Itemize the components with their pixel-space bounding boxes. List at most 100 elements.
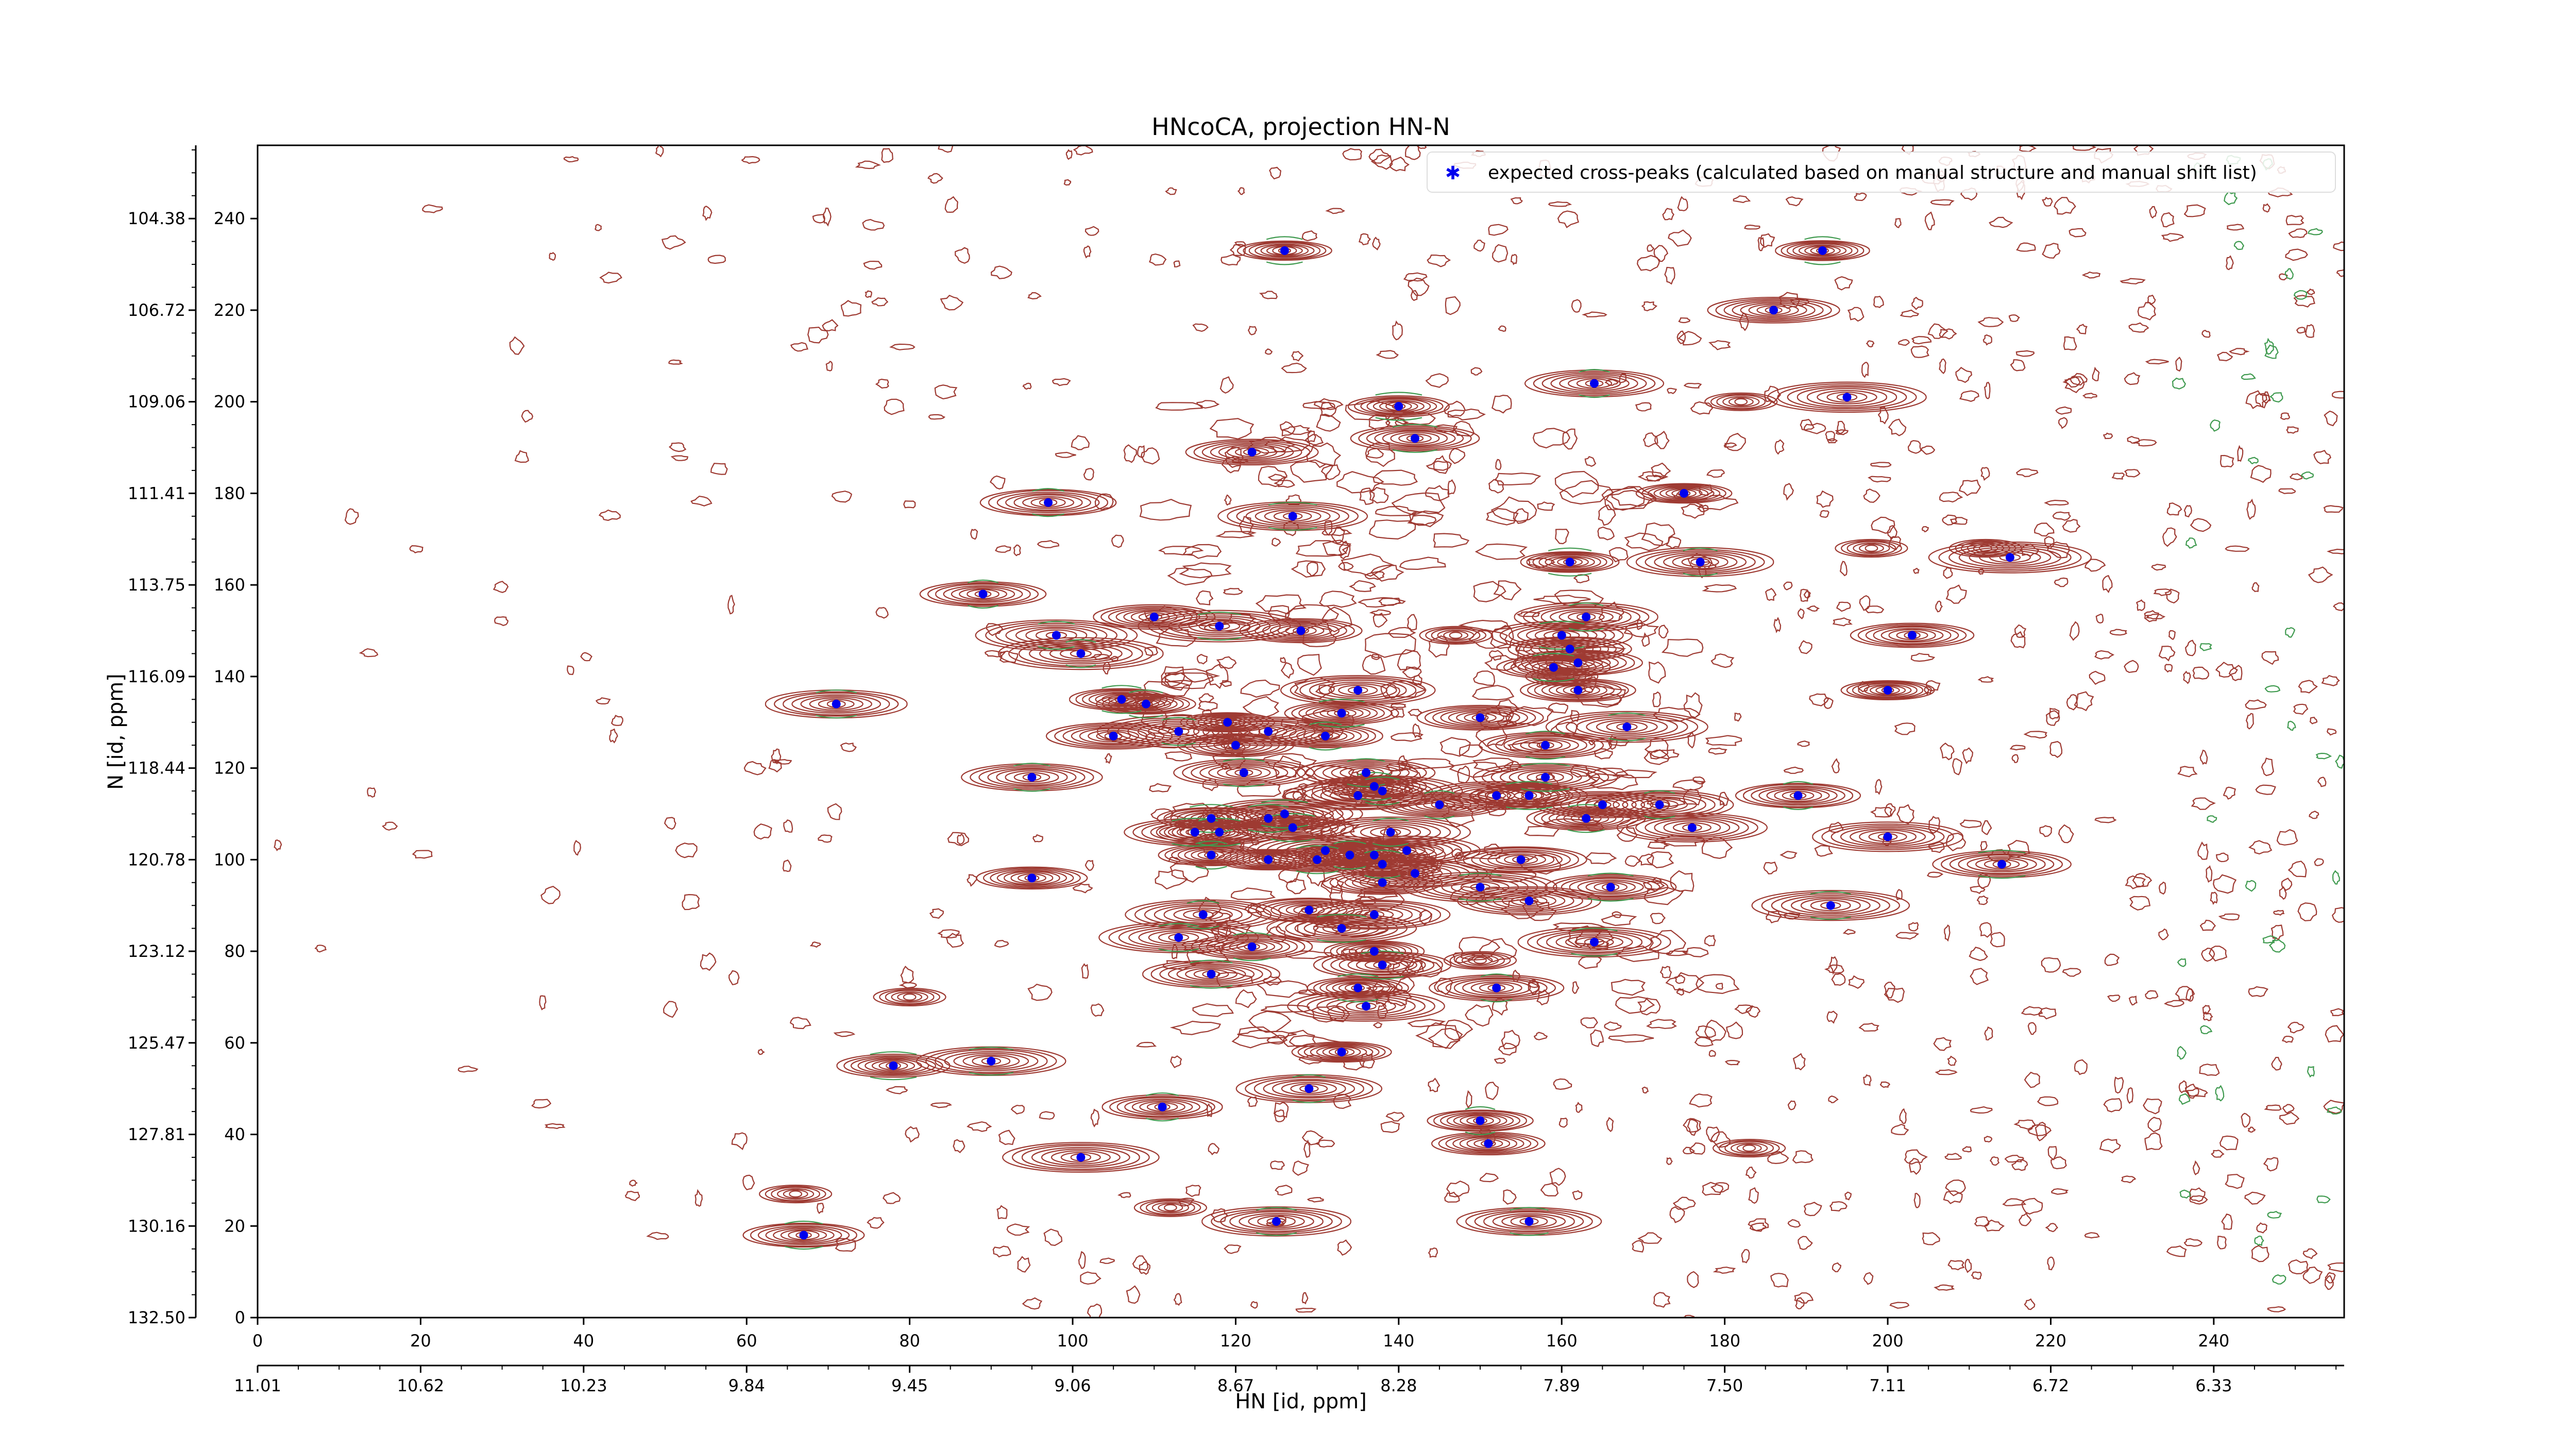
expected-cross-peak-marker: [1174, 933, 1183, 942]
expected-cross-peak-marker: [1476, 1116, 1485, 1125]
expected-cross-peak-marker: [1076, 649, 1086, 658]
expected-cross-peak-marker: [1174, 727, 1183, 736]
expected-cross-peak-marker: [1606, 883, 1615, 892]
y-index-tick-label: 0: [235, 1308, 245, 1327]
expected-cross-peak-marker: [1394, 402, 1403, 411]
expected-cross-peak-marker: [1598, 800, 1607, 810]
y-ppm-tick-label: 106.72: [128, 300, 185, 320]
expected-cross-peak-marker: [799, 1231, 808, 1240]
expected-cross-peak-marker: [1076, 1153, 1086, 1162]
x-ppm-tick-label: 6.33: [2195, 1376, 2232, 1395]
x-ppm-tick-label: 7.50: [1706, 1376, 1743, 1395]
expected-cross-peak-marker: [1573, 658, 1583, 667]
expected-cross-peak-marker: [1109, 731, 1118, 740]
expected-cross-peak-marker: [1997, 860, 2006, 869]
y-ppm-tick-label: 104.38: [128, 209, 185, 228]
expected-cross-peak-marker: [1590, 937, 1599, 947]
expected-cross-peak-marker: [1239, 768, 1248, 777]
expected-cross-peak-marker: [1264, 855, 1273, 864]
expected-cross-peak-marker: [1793, 791, 1803, 800]
expected-cross-peak-marker: [1549, 663, 1558, 672]
expected-cross-peak-marker: [1524, 896, 1534, 905]
y-ppm-tick-label: 113.75: [128, 575, 185, 595]
x-ppm-tick-label: 10.62: [397, 1376, 445, 1395]
expected-cross-peak-marker: [1557, 631, 1566, 640]
expected-cross-peak-marker: [1908, 631, 1917, 640]
expected-cross-peak-marker: [1207, 850, 1216, 860]
y-ppm-tick-label: 116.09: [128, 667, 185, 686]
expected-cross-peak-marker: [1378, 878, 1387, 887]
expected-cross-peak-marker: [1369, 782, 1379, 791]
y-index-tick-label: 240: [214, 209, 245, 228]
expected-cross-peak-marker: [1883, 686, 1892, 695]
x-ppm-tick-label: 10.23: [560, 1376, 607, 1395]
expected-cross-peak-marker: [1369, 910, 1379, 919]
y-ppm-tick-label: 127.81: [128, 1125, 185, 1144]
expected-cross-peak-marker: [1149, 612, 1159, 621]
x-index-tick-label: 140: [1383, 1331, 1414, 1351]
negative-contours: [784, 155, 2344, 1285]
y-index-tick-label: 200: [214, 392, 245, 412]
expected-cross-peak-marker: [1280, 246, 1289, 255]
expected-cross-peak-marker: [1369, 850, 1379, 860]
x-index-tick-label: 80: [899, 1331, 920, 1351]
expected-cross-peak-marker: [1655, 800, 1664, 810]
x-ppm-tick-label: 6.72: [2032, 1376, 2069, 1395]
expected-cross-peak-marker: [1842, 393, 1852, 402]
x-axis-label: HN [id, ppm]: [1235, 1390, 1367, 1413]
y-index-tick-label: 20: [224, 1216, 245, 1236]
legend-entry-label: expected cross-peaks (calculated based o…: [1488, 162, 2257, 183]
expected-cross-peak-marker: [1582, 814, 1591, 823]
expected-cross-peak-marker: [1680, 488, 1689, 498]
expected-cross-peak-marker: [1369, 947, 1379, 956]
x-ppm-tick-label: 7.89: [1544, 1376, 1580, 1395]
expected-cross-peak-marker: [1524, 1217, 1534, 1226]
expected-cross-peak-marker: [1288, 823, 1297, 832]
expected-cross-peak-marker: [1492, 791, 1501, 800]
expected-cross-peak-marker: [2005, 553, 2014, 562]
expected-cross-peak-marker: [1402, 846, 1412, 855]
expected-cross-peak-marker: [987, 1056, 996, 1066]
x-ppm-tick-label: 8.28: [1380, 1376, 1417, 1395]
expected-cross-peak-marker: [1362, 768, 1371, 777]
expected-cross-peak-marker: [1264, 814, 1273, 823]
expected-cross-peak-marker: [1353, 686, 1363, 695]
expected-cross-peak-marker: [1288, 512, 1297, 521]
plot-frame: [257, 144, 2345, 1319]
y-ppm-tick-label: 118.44: [128, 759, 185, 778]
y-index-tick-label: 120: [214, 759, 245, 778]
x-index-tick-label: 160: [1546, 1331, 1578, 1351]
expected-cross-peak-marker: [1411, 434, 1419, 443]
y-axis-label: N [id, ppm]: [104, 673, 128, 790]
y-index-tick-label: 180: [214, 483, 245, 503]
legend-box: [1427, 151, 2336, 193]
expected-cross-peak-marker: [1313, 855, 1322, 864]
expected-cross-peak-marker: [1207, 814, 1216, 823]
expected-cross-peak-marker: [1247, 942, 1257, 951]
expected-cross-peak-marker: [1687, 823, 1697, 832]
expected-cross-peak-marker: [1304, 905, 1314, 915]
expected-cross-peak-marker: [1573, 686, 1583, 695]
expected-cross-peak-marker: [1337, 709, 1346, 718]
expected-cross-peak-marker: [1223, 718, 1232, 727]
expected-cross-peak-marker: [889, 1061, 898, 1070]
expected-cross-peak-marker: [1476, 713, 1485, 722]
x-index-tick-label: 180: [1709, 1331, 1740, 1351]
expected-cross-peak-marker: [1304, 1084, 1314, 1093]
y-ppm-tick-label: 109.06: [128, 392, 185, 412]
expected-cross-peak-marker: [1386, 828, 1395, 837]
x-index-tick-label: 20: [410, 1331, 431, 1351]
y-index-tick-label: 160: [214, 575, 245, 595]
x-index-tick-label: 240: [2198, 1331, 2229, 1351]
chart-title: HNcoCA, projection HN-N: [1151, 113, 1450, 141]
expected-cross-peak-marker: [1476, 883, 1485, 892]
expected-cross-peak-marker: [1215, 828, 1224, 837]
expected-cross-peak-marker: [1321, 731, 1330, 740]
expected-cross-peak-marker: [1524, 791, 1534, 800]
peak-marker-layer: [799, 246, 2014, 1240]
expected-cross-peak-marker: [1541, 772, 1550, 782]
x-ppm-tick-label: 9.06: [1054, 1376, 1091, 1395]
x-ppm-tick-label: 7.11: [1869, 1376, 1906, 1395]
x-index-tick-label: 0: [252, 1331, 263, 1351]
